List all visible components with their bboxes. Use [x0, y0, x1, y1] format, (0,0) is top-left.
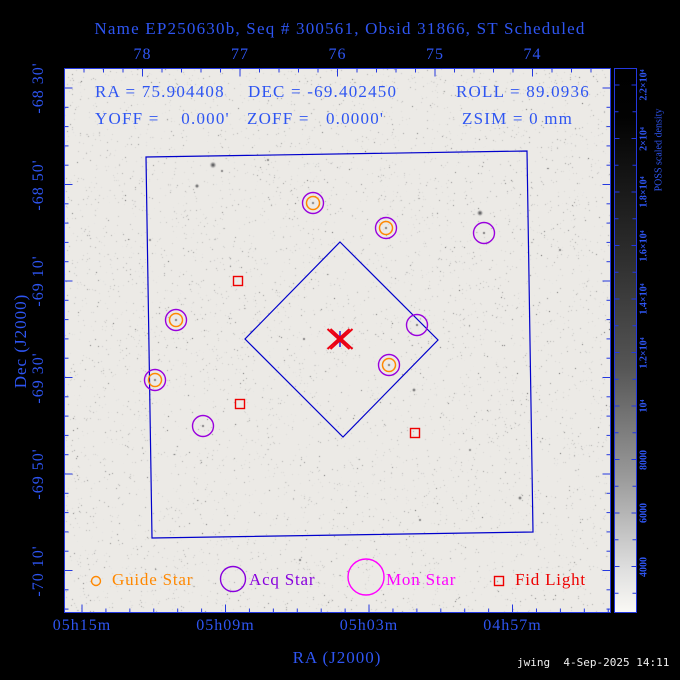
colorbar-tick-label: 1.2×10⁴ — [638, 336, 650, 369]
y-left-tick-label: -68 50' — [30, 158, 47, 211]
credit-footer: jwing 4-Sep-2025 14:11 — [517, 656, 670, 669]
colorbar-tick-label: 1.4×10⁴ — [638, 283, 650, 315]
y-left-tick-label: -70 10' — [30, 544, 47, 597]
colorbar-tick-label: 1.8×10⁴ — [638, 176, 650, 208]
colorbar-tick-label: 4000 — [638, 556, 650, 577]
y-axis-title: Dec (J2000) — [11, 293, 30, 389]
legend-label-acq-star: Acq Star — [249, 570, 316, 589]
colorbar-tick-label: 2×10⁴ — [638, 126, 650, 151]
y-left-tick-label: -69 50' — [30, 448, 47, 500]
chart-title: Name EP250630b, Seq # 300561, Obsid 3186… — [94, 19, 586, 38]
x-axis-title: RA (J2000) — [292, 648, 382, 667]
colorbar-tick-label: 6000 — [638, 503, 650, 523]
x-top-tick-label: 76 — [328, 46, 347, 63]
y-left-tick-label: -68 30' — [30, 62, 47, 114]
x-bottom-tick-label: 05h15m — [52, 617, 112, 634]
x-bottom-tick-label: 05h09m — [196, 617, 255, 634]
legend-label-mon-star: Mon Star — [386, 570, 457, 589]
roll-value: ROLL = 89.0936 — [456, 82, 590, 101]
zoff-value: ZOFF = 0.0000' — [247, 109, 385, 128]
x-top-tick-label: 74 — [523, 46, 542, 63]
colorbar-tick-label: 2.2×10⁴ — [638, 69, 650, 101]
colorbar-tick-label: 1.6×10⁴ — [638, 229, 650, 262]
colorbar-tick-label: 10⁴ — [638, 399, 650, 413]
legend-label-guide-star: Guide Star — [112, 570, 194, 589]
x-bottom-tick-label: 04h57m — [483, 617, 542, 634]
x-top-tick-label: 77 — [231, 46, 249, 63]
x-top-tick-label: 78 — [133, 46, 152, 63]
colorbar-title: POSS scaled density — [653, 108, 665, 192]
yoff-value: YOFF = 0.000' — [95, 109, 230, 128]
sky-image — [65, 69, 610, 612]
colorbar-tick-label: 8000 — [638, 449, 650, 470]
colorbar-gradient — [614, 68, 636, 612]
poss-image-canvas — [65, 69, 610, 612]
ra-value: RA = 75.904408 — [95, 82, 225, 101]
legend-label-fid-light: Fid Light — [515, 570, 586, 589]
zsim-value: ZSIM = 0 mm — [462, 109, 574, 128]
y-left-tick-label: -69 10' — [30, 255, 47, 307]
x-top-tick-label: 75 — [426, 46, 444, 63]
x-bottom-tick-label: 05h03m — [339, 617, 399, 634]
y-left-tick-label: -69 30' — [30, 351, 47, 404]
dec-value: DEC = -69.402450 — [248, 82, 398, 101]
